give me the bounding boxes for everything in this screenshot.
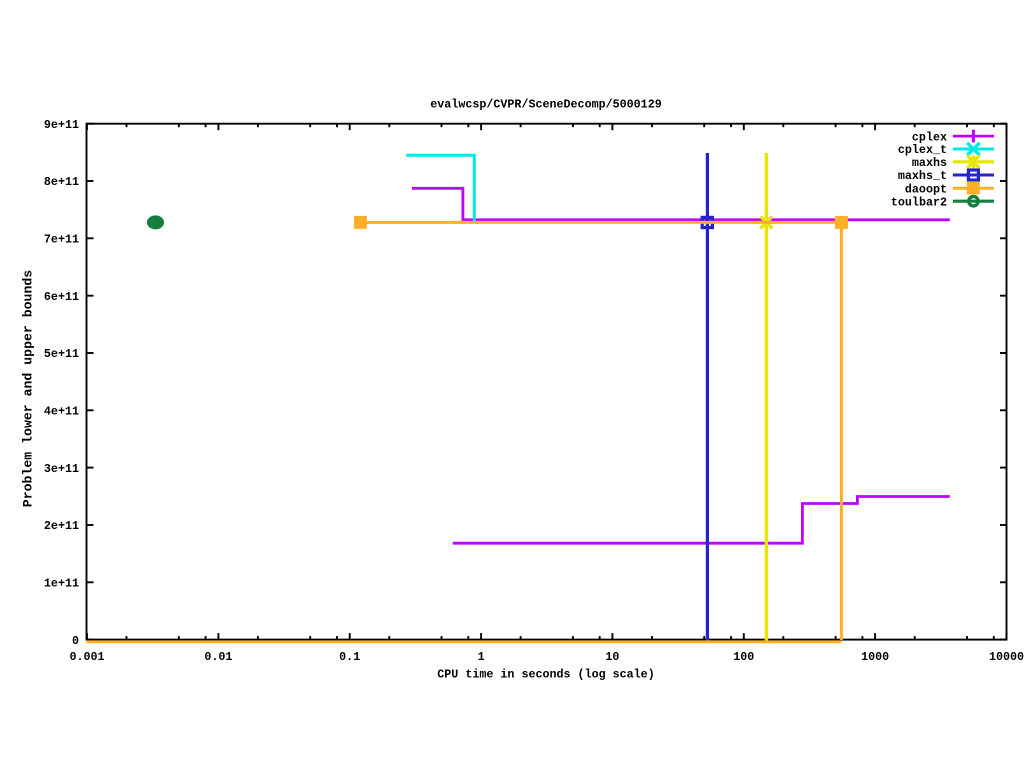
svg-text:4e+11: 4e+11 [44, 405, 79, 419]
svg-text:8e+11: 8e+11 [44, 175, 79, 189]
svg-text:daoopt: daoopt [905, 182, 947, 196]
svg-text:0.01: 0.01 [204, 650, 232, 664]
svg-text:3e+11: 3e+11 [44, 462, 79, 476]
svg-text:cplex_t: cplex_t [898, 143, 947, 157]
svg-text:maxhs_t: maxhs_t [898, 169, 947, 183]
svg-text:maxhs: maxhs [912, 156, 947, 170]
svg-text:cplex: cplex [912, 130, 947, 144]
svg-text:2e+11: 2e+11 [44, 519, 79, 533]
svg-text:0.001: 0.001 [69, 650, 104, 664]
svg-text:7e+11: 7e+11 [44, 233, 79, 247]
svg-text:9e+11: 9e+11 [44, 118, 79, 132]
svg-text:5e+11: 5e+11 [44, 347, 79, 361]
svg-text:1000: 1000 [861, 650, 889, 664]
svg-text:10: 10 [605, 650, 619, 664]
svg-text:0: 0 [72, 634, 79, 648]
svg-text:6e+11: 6e+11 [44, 290, 79, 304]
svg-text:evalwcsp/CVPR/SceneDecomp/5000: evalwcsp/CVPR/SceneDecomp/5000129 [430, 98, 661, 112]
svg-text:1: 1 [478, 650, 485, 664]
svg-text:100: 100 [733, 650, 754, 664]
svg-text:0.1: 0.1 [339, 650, 360, 664]
svg-text:Problem lower and upper bounds: Problem lower and upper bounds [21, 270, 36, 507]
svg-text:10000: 10000 [989, 650, 1024, 664]
svg-text:CPU time in seconds (log scale: CPU time in seconds (log scale) [437, 667, 654, 681]
svg-text:toulbar2: toulbar2 [891, 195, 947, 209]
svg-text:1e+11: 1e+11 [44, 577, 79, 591]
